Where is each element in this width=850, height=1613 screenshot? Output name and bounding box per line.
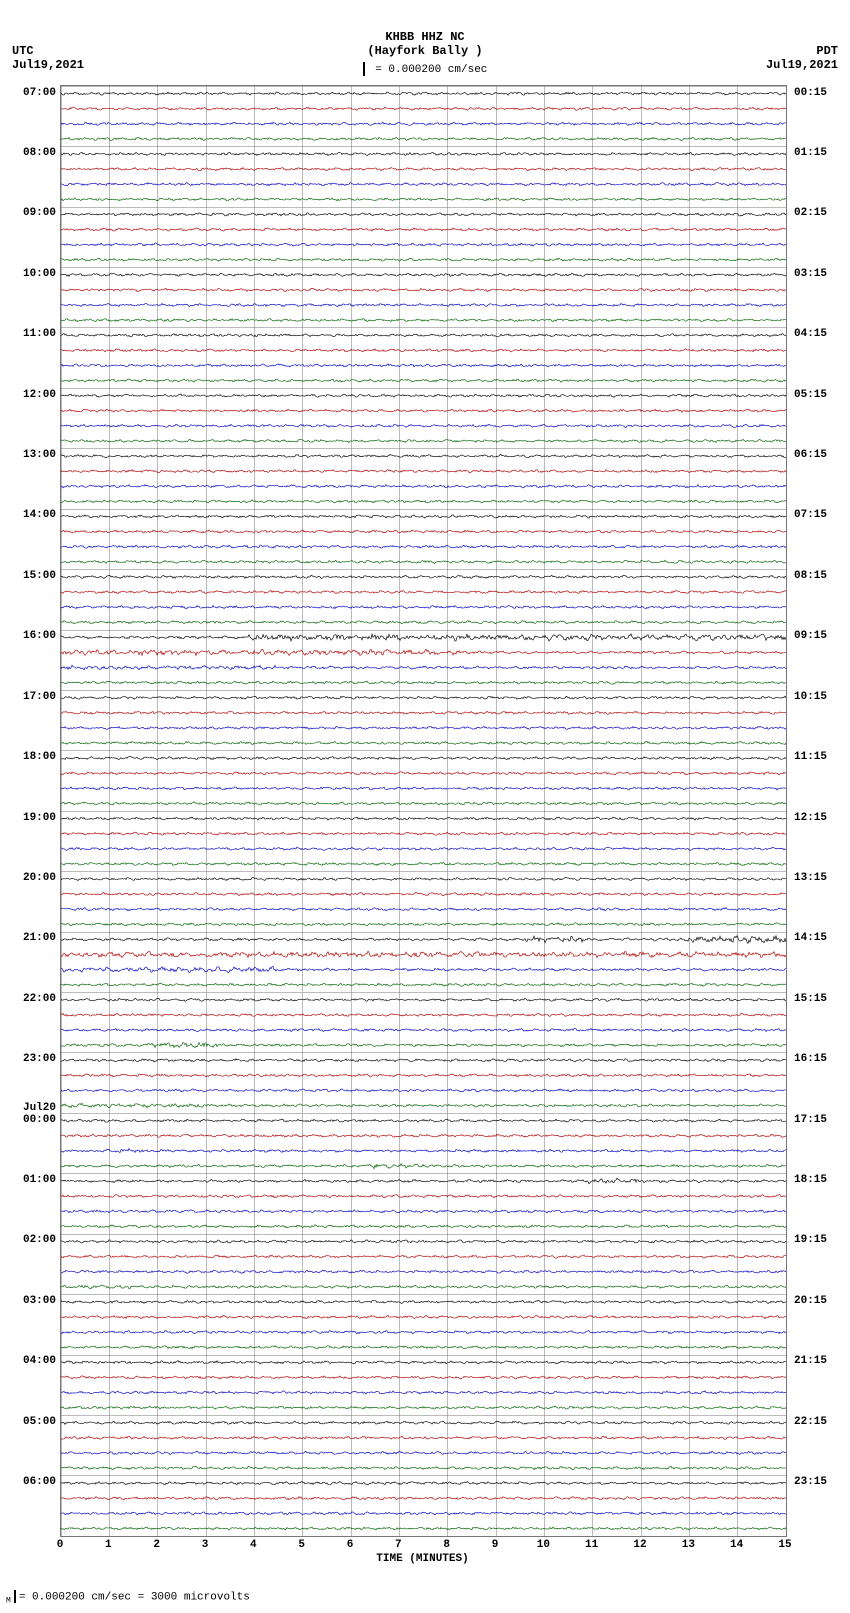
- utc-time-label: 07:00: [23, 87, 56, 99]
- utc-time-label: 01:00: [23, 1174, 56, 1186]
- utc-time-label: 05:00: [23, 1416, 56, 1428]
- x-tick: 14: [730, 1539, 743, 1551]
- pdt-time-label: 22:15: [794, 1416, 827, 1428]
- scale-bar-icon: [363, 62, 365, 76]
- pdt-time-label: 19:15: [794, 1234, 827, 1246]
- utc-time-label: 19:00: [23, 812, 56, 824]
- pdt-time-label: 01:15: [794, 147, 827, 159]
- seismogram-plot: [60, 85, 787, 1537]
- pdt-time-label: 18:15: [794, 1174, 827, 1186]
- seismogram-container: KHBB HHZ NC (Hayfork Bally ) = 0.000200 …: [0, 0, 850, 1613]
- pdt-time-label: 08:15: [794, 570, 827, 582]
- pdt-time-label: 07:15: [794, 509, 827, 521]
- pdt-time-label: 20:15: [794, 1295, 827, 1307]
- left-timezone: UTC: [12, 44, 34, 58]
- pdt-time-label: 03:15: [794, 268, 827, 280]
- pdt-time-label: 04:15: [794, 328, 827, 340]
- x-axis-title: TIME (MINUTES): [60, 1553, 785, 1565]
- utc-time-label: 03:00: [23, 1295, 56, 1307]
- pdt-time-label: 15:15: [794, 993, 827, 1005]
- utc-time-label: 16:00: [23, 630, 56, 642]
- pdt-time-label: 14:15: [794, 932, 827, 944]
- x-tick: 13: [682, 1539, 695, 1551]
- utc-time-label: 11:00: [23, 328, 56, 340]
- pdt-time-label: 21:15: [794, 1355, 827, 1367]
- utc-time-label: Jul2000:00: [23, 1114, 56, 1126]
- x-tick: 0: [57, 1539, 64, 1551]
- footer-text: = 0.000200 cm/sec = 3000 microvolts: [19, 1591, 250, 1603]
- utc-time-label: 17:00: [23, 691, 56, 703]
- pdt-time-label: 10:15: [794, 691, 827, 703]
- utc-time-label: 08:00: [23, 147, 56, 159]
- utc-time-label: 12:00: [23, 389, 56, 401]
- seismogram-canvas: [61, 86, 786, 1536]
- pdt-time-label: 00:15: [794, 87, 827, 99]
- station-name: (Hayfork Bally ): [0, 44, 850, 58]
- pdt-time-label: 09:15: [794, 630, 827, 642]
- station-code: KHBB HHZ NC: [0, 30, 850, 44]
- scale-indicator: = 0.000200 cm/sec: [0, 62, 850, 76]
- utc-time-label: 04:00: [23, 1355, 56, 1367]
- x-tick: 15: [778, 1539, 791, 1551]
- x-tick: 3: [202, 1539, 209, 1551]
- utc-time-label: 02:00: [23, 1234, 56, 1246]
- utc-time-label: 18:00: [23, 751, 56, 763]
- pdt-time-label: 13:15: [794, 872, 827, 884]
- utc-time-label: 22:00: [23, 993, 56, 1005]
- pdt-time-label: 05:15: [794, 389, 827, 401]
- utc-time-label: 15:00: [23, 570, 56, 582]
- right-date: Jul19,2021: [766, 58, 838, 72]
- utc-time-label: 09:00: [23, 207, 56, 219]
- pdt-time-label: 12:15: [794, 812, 827, 824]
- x-tick: 8: [443, 1539, 450, 1551]
- x-tick: 7: [395, 1539, 402, 1551]
- pdt-time-label: 02:15: [794, 207, 827, 219]
- utc-time-label: 23:00: [23, 1053, 56, 1065]
- footer-sub: M: [6, 1597, 11, 1606]
- utc-time-label: 10:00: [23, 268, 56, 280]
- pdt-time-label: 11:15: [794, 751, 827, 763]
- x-tick: 6: [347, 1539, 354, 1551]
- x-tick: 5: [298, 1539, 305, 1551]
- utc-time-label: 20:00: [23, 872, 56, 884]
- x-tick: 11: [585, 1539, 598, 1551]
- utc-time-label: 06:00: [23, 1476, 56, 1488]
- pdt-time-label: 17:15: [794, 1114, 827, 1126]
- right-timezone: PDT: [816, 44, 838, 58]
- utc-time-label: 13:00: [23, 449, 56, 461]
- header: KHBB HHZ NC (Hayfork Bally ) = 0.000200 …: [0, 0, 850, 85]
- pdt-time-label: 16:15: [794, 1053, 827, 1065]
- pdt-time-label: 06:15: [794, 449, 827, 461]
- left-date: Jul19,2021: [12, 58, 84, 72]
- utc-time-label: 21:00: [23, 932, 56, 944]
- utc-time-label: 14:00: [23, 509, 56, 521]
- pdt-time-label: 23:15: [794, 1476, 827, 1488]
- pdt-time-labels: 00:15 01:15 02:15 03:15 04:15 05:15 06:15 07:15…: [792, 85, 850, 1535]
- footer-bar-icon: [14, 1590, 16, 1603]
- x-axis: TIME (MINUTES) 0123456789101112131415: [60, 1535, 785, 1585]
- x-tick: 12: [633, 1539, 646, 1551]
- utc-time-labels: 07:00 08:00 09:00 10:00 11:00 12:00 13:00 14:00…: [0, 85, 58, 1535]
- x-tick: 4: [250, 1539, 257, 1551]
- x-tick: 9: [492, 1539, 499, 1551]
- x-tick: 2: [153, 1539, 160, 1551]
- footer-scale: M = 0.000200 cm/sec = 3000 microvolts: [6, 1590, 250, 1606]
- scale-text: = 0.000200 cm/sec: [375, 64, 487, 76]
- x-tick: 1: [105, 1539, 112, 1551]
- x-tick: 10: [537, 1539, 550, 1551]
